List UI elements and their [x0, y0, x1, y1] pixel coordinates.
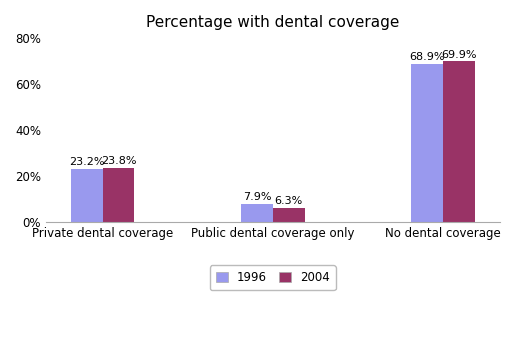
Text: 6.3%: 6.3%	[275, 196, 303, 206]
Text: 68.9%: 68.9%	[409, 52, 445, 62]
Bar	[273, 208, 304, 222]
Title: Percentage with dental coverage: Percentage with dental coverage	[146, 15, 399, 30]
Bar	[443, 61, 474, 222]
Bar	[103, 168, 134, 222]
Legend: 1996, 2004: 1996, 2004	[210, 265, 336, 290]
Text: 23.2%: 23.2%	[69, 157, 104, 167]
Text: 7.9%: 7.9%	[243, 193, 271, 202]
Text: 23.8%: 23.8%	[101, 156, 136, 166]
Bar	[411, 64, 443, 222]
Bar	[241, 204, 273, 222]
Text: 69.9%: 69.9%	[441, 50, 477, 60]
Bar	[71, 169, 103, 222]
